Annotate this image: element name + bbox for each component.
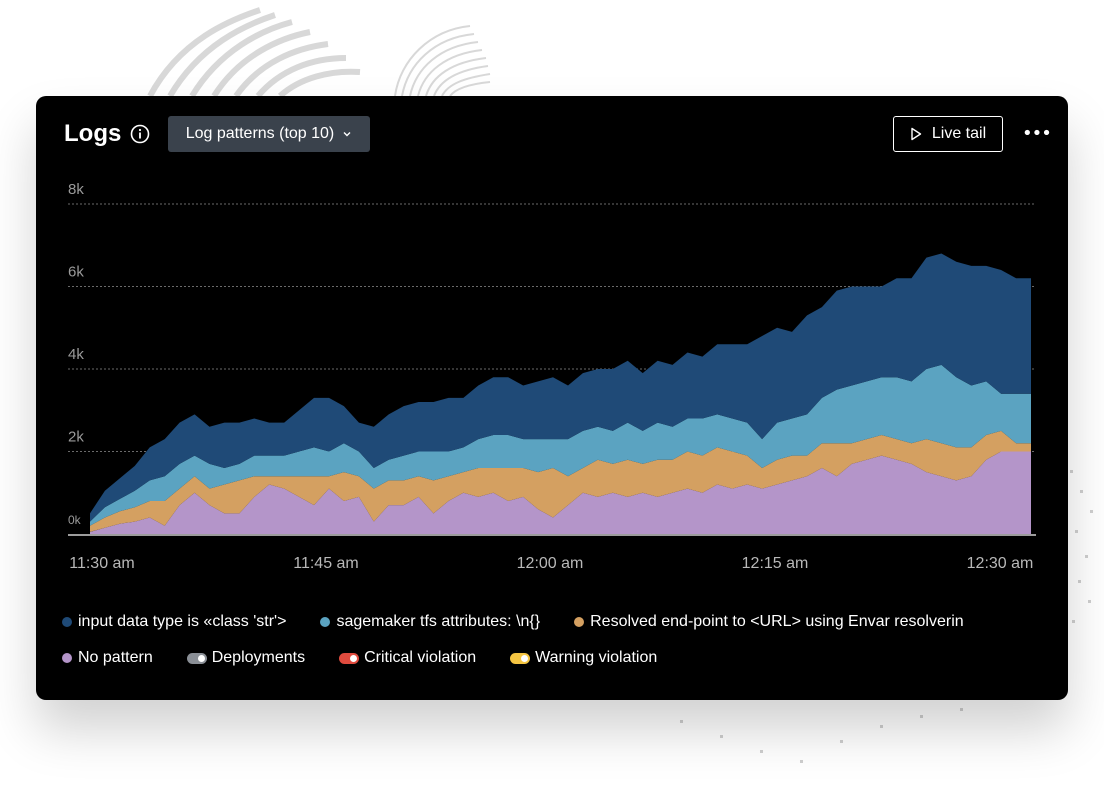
y-tick-label: 2k: [68, 429, 84, 446]
legend-row-1: input data type is «class 'str'> sagemake…: [62, 610, 1052, 634]
legend-item-input-data[interactable]: input data type is «class 'str'>: [62, 613, 286, 631]
toggle-switch-icon[interactable]: [339, 653, 359, 664]
legend-item-deployments[interactable]: Deployments: [187, 649, 305, 667]
logs-card: Logs Log patterns (top 10) Live tail •••…: [36, 96, 1068, 700]
legend-label: Deployments: [212, 649, 305, 667]
legend-row-2: No pattern Deployments Critical violation W…: [62, 646, 1052, 670]
legend-dot-icon: [574, 617, 584, 627]
legend-dot-icon: [320, 617, 330, 627]
legend-label: sagemaker tfs attributes: \n{}: [336, 613, 540, 631]
x-tick-label: 12:15 am: [742, 555, 809, 572]
y-tick-label: 8k: [68, 181, 84, 198]
legend-label: input data type is «class 'str'>: [78, 613, 286, 631]
y-tick-label: 0k: [68, 513, 82, 527]
legend-item-no-pattern[interactable]: No pattern: [62, 649, 153, 667]
legend-item-sagemaker[interactable]: sagemaker tfs attributes: \n{}: [320, 613, 540, 631]
x-tick-label: 11:45 am: [293, 555, 359, 572]
legend-item-resolved[interactable]: Resolved end-point to <URL> using Envar …: [574, 613, 964, 631]
legend-dot-icon: [62, 617, 72, 627]
x-tick-label: 12:00 am: [517, 555, 584, 572]
area-layer: [90, 254, 1031, 535]
legend-label: No pattern: [78, 649, 153, 667]
toggle-switch-icon[interactable]: [510, 653, 530, 664]
chart-legend: input data type is «class 'str'> sagemake…: [62, 610, 1052, 682]
decorative-stripes-left: [150, 10, 360, 96]
legend-item-warning[interactable]: Warning violation: [510, 649, 657, 667]
decorative-stripes-right: [395, 26, 490, 96]
x-tick-label: 12:30 am: [967, 555, 1034, 572]
y-tick-label: 6k: [68, 264, 84, 281]
y-tick-label: 4k: [68, 346, 84, 363]
logs-area-chart: 0k 2k 4k 6k 8k 11:30 am 11:45 am 12:00 am 12:15 …: [36, 96, 1068, 586]
toggle-switch-icon[interactable]: [187, 653, 207, 664]
legend-dot-icon: [62, 653, 72, 663]
legend-label: Warning violation: [535, 649, 657, 667]
legend-item-critical[interactable]: Critical violation: [339, 649, 476, 667]
legend-label: Critical violation: [364, 649, 476, 667]
x-tick-label: 11:30 am: [69, 555, 135, 572]
legend-label: Resolved end-point to <URL> using Envar …: [590, 613, 964, 631]
